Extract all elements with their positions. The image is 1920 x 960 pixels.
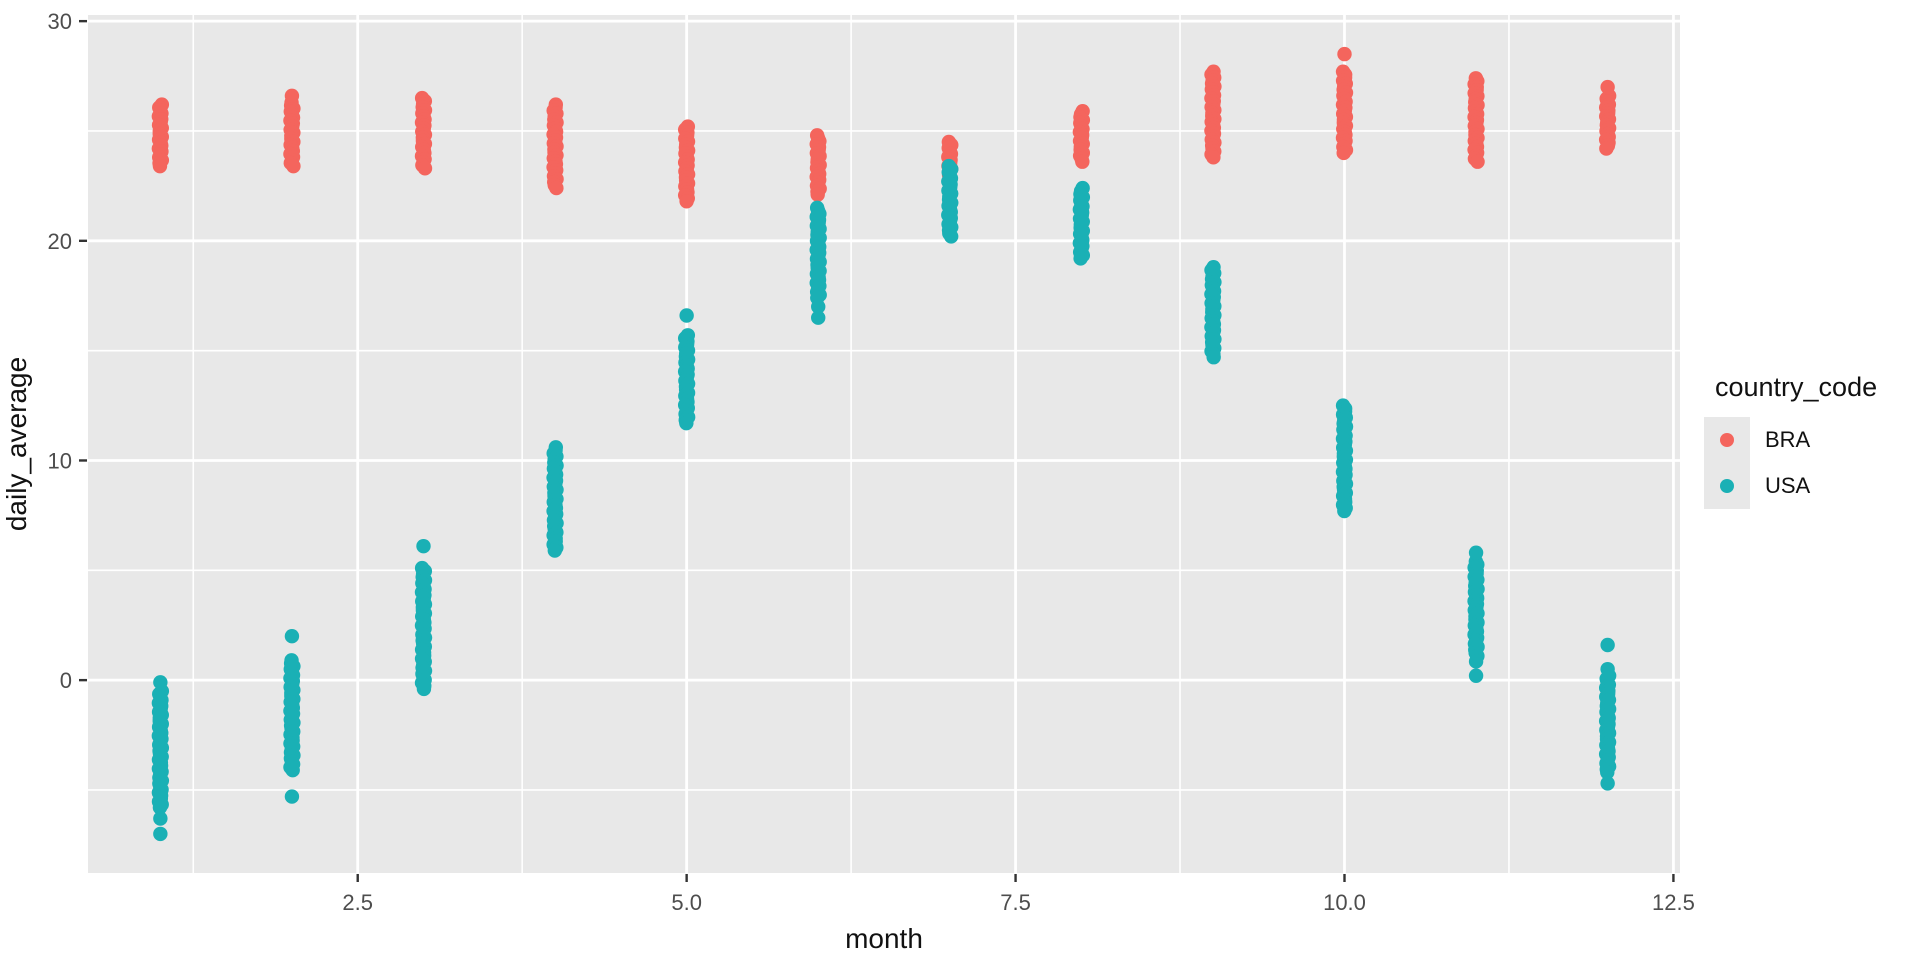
data-point-usa bbox=[679, 415, 694, 431]
x-tick-label: 12.5 bbox=[1652, 890, 1695, 915]
data-point-bra bbox=[1206, 150, 1221, 165]
axis-tick-labels: 0 10 20 30 2.5 5.0 7.5 10.0 12.5 bbox=[48, 9, 1695, 915]
legend: country_code BRA USA bbox=[1704, 372, 1920, 509]
data-point-usa bbox=[416, 681, 432, 697]
legend-entry-bra[interactable]: BRA bbox=[1704, 417, 1920, 463]
data-point-usa bbox=[153, 811, 168, 826]
x-tick-label: 7.5 bbox=[1000, 890, 1031, 915]
x-tick-label: 10.0 bbox=[1323, 890, 1366, 915]
legend-key-box bbox=[1704, 463, 1750, 509]
data-point-usa bbox=[1337, 503, 1352, 519]
data-point-usa bbox=[1600, 637, 1615, 653]
x-tick-label: 2.5 bbox=[342, 890, 373, 915]
y-tick-label: 10 bbox=[48, 448, 72, 473]
panel-background bbox=[88, 15, 1680, 873]
y-axis-title: daily_average bbox=[1, 357, 32, 531]
data-point-usa bbox=[1600, 661, 1615, 677]
legend-key-box bbox=[1704, 417, 1750, 463]
data-point-usa bbox=[284, 629, 300, 644]
data-point-bra bbox=[1336, 145, 1351, 161]
data-point-bra bbox=[810, 187, 825, 202]
data-point-usa bbox=[1600, 765, 1615, 780]
data-point-usa bbox=[1206, 350, 1221, 365]
bra-point-icon bbox=[1720, 433, 1734, 447]
data-point-bra bbox=[286, 158, 301, 174]
data-point-usa bbox=[1600, 776, 1615, 791]
data-point-usa bbox=[416, 538, 431, 554]
data-point-usa bbox=[811, 299, 826, 314]
legend-entry-usa[interactable]: USA bbox=[1704, 463, 1920, 509]
data-points-layer bbox=[151, 46, 1617, 842]
data-point-bra bbox=[284, 88, 300, 104]
data-point-bra bbox=[417, 161, 433, 176]
minor-gridlines bbox=[88, 15, 1680, 873]
data-point-usa bbox=[284, 789, 300, 804]
data-point-usa bbox=[1468, 545, 1484, 560]
y-tick-label: 20 bbox=[48, 229, 72, 254]
usa-point-icon bbox=[1720, 479, 1734, 493]
data-point-bra bbox=[1470, 154, 1485, 169]
x-tick-label: 5.0 bbox=[671, 890, 702, 915]
data-point-usa bbox=[1468, 654, 1484, 669]
data-point-usa bbox=[153, 675, 168, 690]
data-point-usa bbox=[1468, 668, 1484, 683]
data-point-usa bbox=[811, 310, 826, 325]
data-point-bra bbox=[1600, 79, 1615, 95]
y-tick-label: 0 bbox=[60, 668, 72, 693]
data-point-usa bbox=[152, 800, 168, 815]
data-point-bra bbox=[1599, 141, 1614, 156]
data-point-usa bbox=[679, 308, 694, 323]
data-point-usa bbox=[285, 762, 300, 778]
data-point-bra bbox=[549, 180, 564, 196]
data-point-bra bbox=[679, 194, 694, 209]
data-point-usa bbox=[153, 826, 168, 842]
legend-label-bra: BRA bbox=[1765, 427, 1811, 452]
data-point-usa bbox=[547, 543, 563, 558]
y-tick-label: 30 bbox=[48, 9, 72, 34]
data-point-bra bbox=[152, 158, 168, 174]
data-point-usa bbox=[1073, 251, 1088, 266]
x-axis-title: month bbox=[845, 923, 923, 954]
legend-title: country_code bbox=[1715, 372, 1878, 402]
data-point-bra bbox=[1337, 46, 1352, 62]
legend-label-usa: USA bbox=[1765, 473, 1811, 498]
data-point-usa bbox=[943, 229, 959, 244]
data-point-bra bbox=[1075, 154, 1090, 169]
axis-ticks bbox=[79, 19, 1675, 882]
